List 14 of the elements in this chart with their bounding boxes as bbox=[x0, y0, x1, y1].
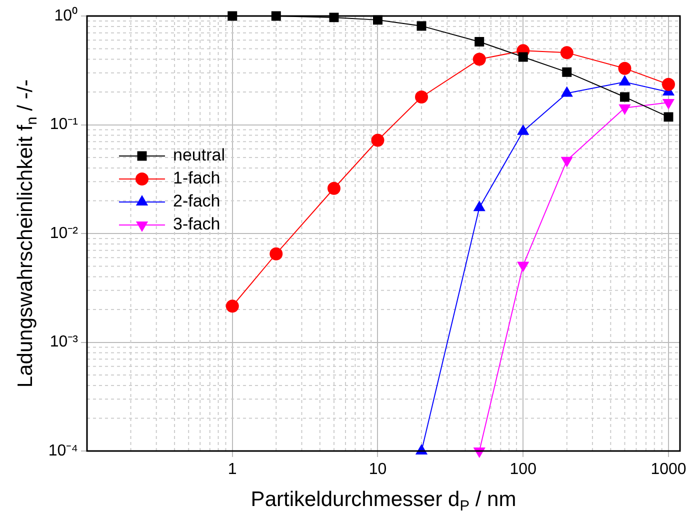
x-tick-label: 1000 bbox=[650, 461, 686, 478]
x-tick-label: 1 bbox=[228, 461, 237, 478]
legend-label: 2-fach bbox=[173, 192, 220, 211]
x-tick-label: 100 bbox=[510, 461, 537, 478]
y-tick-label: 10⁻⁴ bbox=[48, 442, 78, 460]
legend-label: 3-fach bbox=[173, 214, 220, 234]
y-tick-label: 10⁻¹ bbox=[50, 116, 78, 134]
y-tick-label: 10⁻² bbox=[50, 224, 79, 242]
y-axis-title: Ladungswahrscheinlichkeit fn / -/- bbox=[14, 79, 40, 388]
y-tick-label: 10⁰ bbox=[54, 6, 78, 24]
y-tick-label: 10⁻³ bbox=[50, 334, 79, 351]
legend-label: 1-fach bbox=[173, 168, 220, 188]
x-tick-label: 10 bbox=[368, 461, 387, 478]
legend-label: neutral bbox=[173, 146, 225, 165]
